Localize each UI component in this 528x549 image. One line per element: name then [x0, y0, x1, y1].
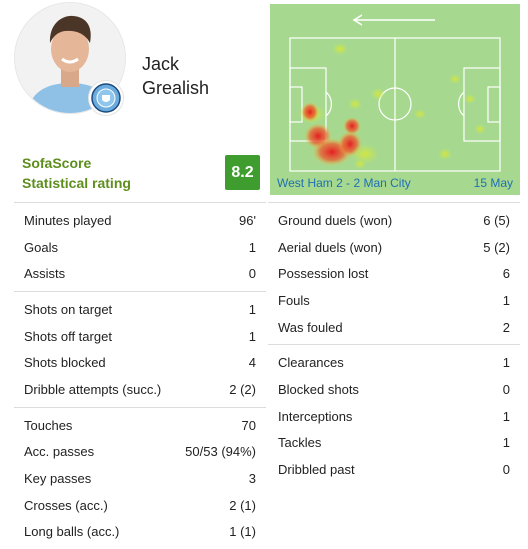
match-date: 15 May: [473, 176, 513, 190]
stat-value: 1: [248, 301, 256, 317]
stat-label: Fouls: [278, 292, 310, 308]
stat-value: 5 (2): [483, 239, 510, 255]
stat-value: 0: [502, 381, 510, 397]
stat-value: 2 (2): [229, 381, 256, 397]
stat-value: 4: [248, 355, 256, 371]
rating-label-line1: SofaScore: [22, 155, 92, 171]
stat-group: Touches 70 Acc. passes 50/53 (94%) Key passe…: [14, 406, 266, 549]
stat-row-shots-off-target: Shots off target 1: [14, 323, 266, 350]
player-name: Jack Grealish: [142, 52, 209, 100]
stat-label: Ground duels (won): [278, 212, 393, 228]
heatmap-footer: West Ham 2 - 2 Man City 15 May: [270, 171, 520, 195]
stat-label: Aerial duels (won): [278, 239, 383, 255]
stat-value: 70: [241, 417, 256, 433]
stat-row-ground-duels-won: Ground duels (won) 6 (5): [268, 207, 520, 234]
stat-row-goals: Goals 1: [14, 234, 266, 261]
stat-value: 6 (5): [483, 212, 510, 228]
stat-row-shots-blocked: Shots blocked 4: [14, 349, 266, 376]
stat-value: 1: [502, 408, 510, 424]
stat-label: Acc. passes: [24, 444, 95, 460]
stat-row-fouls: Fouls 1: [268, 287, 520, 314]
stat-row-key-passes: Key passes 3: [14, 465, 266, 492]
stat-value: 3: [248, 471, 256, 487]
stat-value: 50/53 (94%): [185, 444, 256, 460]
stat-label: Possession lost: [278, 266, 369, 282]
rating-label-line2: Statistical rating: [22, 175, 131, 191]
match-label[interactable]: West Ham 2 - 2 Man City: [277, 176, 411, 190]
stat-value: 6: [502, 266, 510, 282]
stat-label: Assists: [24, 266, 66, 282]
rating-label: SofaScore Statistical rating: [22, 153, 131, 193]
stat-value: 96': [239, 212, 256, 228]
stats-left-column: Minutes played 96' Goals 1 Assists 0 Shots on …: [14, 202, 266, 549]
stat-value: 1: [502, 435, 510, 451]
stat-row-possession-lost: Possession lost 6: [268, 260, 520, 287]
heatmap[interactable]: West Ham 2 - 2 Man City 15 May: [270, 4, 520, 195]
stat-group: Clearances 1 Blocked shots 0 Interceptions 1 T…: [268, 344, 520, 486]
heatmap-spots: [298, 43, 486, 169]
stat-label: Shots on target: [24, 301, 113, 317]
stat-label: Minutes played: [24, 212, 112, 228]
stat-value: 1: [248, 328, 256, 344]
stat-label: Dribble attempts (succ.): [24, 381, 162, 397]
stat-row-crosses-acc: Crosses (acc.) 2 (1): [14, 492, 266, 519]
stat-label: Shots off target: [24, 328, 112, 344]
stat-group: Ground duels (won) 6 (5) Aerial duels (won…: [268, 202, 520, 344]
stat-label: Touches: [24, 417, 73, 433]
stat-value: 0: [248, 266, 256, 282]
stat-label: Was fouled: [278, 319, 343, 335]
stat-row-touches: Touches 70: [14, 412, 266, 439]
stat-row-shots-on-target: Shots on target 1: [14, 296, 266, 323]
player-first-name: Jack: [142, 54, 180, 74]
stat-group: Shots on target 1 Shots off target 1 Shots b…: [14, 291, 266, 407]
club-badge-icon: [89, 81, 123, 115]
stat-row-dribble-attempts-succ: Dribble attempts (succ.) 2 (2): [14, 376, 266, 403]
stat-label: Tackles: [278, 435, 322, 451]
player-avatar: [14, 2, 126, 114]
stat-row-was-fouled: Was fouled 2: [268, 314, 520, 341]
rating-badge: 8.2: [225, 155, 260, 190]
player-last-name: Grealish: [142, 78, 210, 98]
stats-right-column: Ground duels (won) 6 (5) Aerial duels (won…: [268, 202, 520, 487]
stat-row-acc-passes: Acc. passes 50/53 (94%): [14, 439, 266, 466]
stat-value: 1: [248, 239, 256, 255]
stat-label: Shots blocked: [24, 355, 106, 371]
stat-row-clearances: Clearances 1: [268, 349, 520, 376]
stat-label: Interceptions: [278, 408, 353, 424]
stat-row-tackles: Tackles 1: [268, 430, 520, 457]
stat-value: 2: [502, 319, 510, 335]
stat-value: 1: [502, 355, 510, 371]
stat-label: Crosses (acc.): [24, 497, 108, 513]
stat-label: Clearances: [278, 355, 344, 371]
stat-row-blocked-shots: Blocked shots 0: [268, 376, 520, 403]
stat-value: 1 (1): [229, 524, 256, 540]
stat-value: 0: [502, 462, 510, 478]
stat-label: Long balls (acc.): [24, 524, 120, 540]
arrow-left-icon: [352, 14, 435, 26]
stat-group: Minutes played 96' Goals 1 Assists 0: [14, 202, 266, 291]
stat-label: Key passes: [24, 471, 92, 487]
stat-row-interceptions: Interceptions 1: [268, 403, 520, 430]
stat-row-minutes-played: Minutes played 96': [14, 207, 266, 234]
stat-label: Goals: [24, 239, 58, 255]
stat-label: Blocked shots: [278, 381, 359, 397]
stat-row-dribbled-past: Dribbled past 0: [268, 456, 520, 483]
stat-row-long-balls-acc: Long balls (acc.) 1 (1): [14, 519, 266, 546]
stat-value: 2 (1): [229, 497, 256, 513]
stat-label: Dribbled past: [278, 462, 355, 478]
stat-value: 1: [502, 292, 510, 308]
stat-row-aerial-duels-won: Aerial duels (won) 5 (2): [268, 234, 520, 261]
stat-row-assists: Assists 0: [14, 260, 266, 287]
